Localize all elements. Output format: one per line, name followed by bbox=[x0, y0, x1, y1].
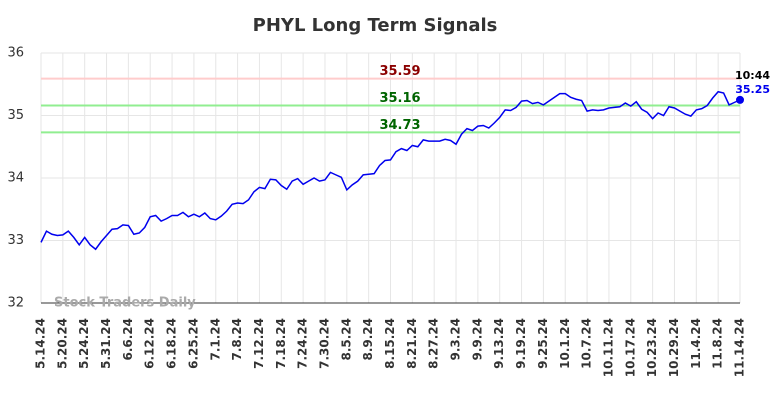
x-tick-label: 8.27.24 bbox=[427, 318, 441, 369]
x-tick-label: 10.29.24 bbox=[667, 318, 681, 377]
x-tick-label: 5.24.24 bbox=[77, 318, 91, 369]
y-tick-label: 36 bbox=[7, 46, 24, 61]
y-tick-label: 32 bbox=[7, 296, 24, 311]
x-tick-label: 9.25.24 bbox=[536, 318, 550, 369]
signal-label: 35.16 bbox=[379, 91, 420, 106]
x-tick-label: 9.13.24 bbox=[492, 318, 506, 369]
y-tick-label: 33 bbox=[7, 233, 24, 248]
x-tick-label: 11.8.24 bbox=[711, 318, 725, 369]
x-tick-label: 11.4.24 bbox=[689, 318, 703, 369]
last-value: 35.25 bbox=[735, 83, 770, 96]
watermark: Stock Traders Daily bbox=[54, 296, 196, 311]
x-tick-label: 7.18.24 bbox=[274, 318, 288, 369]
x-tick-label: 7.1.24 bbox=[208, 318, 222, 361]
last-time: 10:44 bbox=[735, 69, 770, 82]
x-tick-label: 8.15.24 bbox=[383, 318, 397, 369]
x-tick-label: 9.3.24 bbox=[449, 318, 463, 361]
x-tick-label: 10.17.24 bbox=[623, 318, 637, 377]
signal-label: 35.59 bbox=[379, 64, 420, 79]
x-tick-label: 5.14.24 bbox=[34, 318, 48, 369]
x-tick-label: 6.12.24 bbox=[143, 318, 157, 369]
x-tick-label: 9.19.24 bbox=[514, 318, 528, 369]
x-tick-label: 10.7.24 bbox=[580, 318, 594, 369]
x-tick-label: 6.18.24 bbox=[165, 318, 179, 369]
x-tick-label: 8.5.24 bbox=[339, 318, 353, 361]
x-tick-label: 7.30.24 bbox=[317, 318, 331, 369]
chart-title: PHYL Long Term Signals bbox=[253, 15, 498, 36]
x-tick-label: 5.20.24 bbox=[55, 318, 69, 369]
signal-label: 34.73 bbox=[379, 118, 420, 133]
x-tick-label: 7.24.24 bbox=[296, 318, 310, 369]
y-tick-label: 34 bbox=[7, 171, 24, 186]
x-tick-label: 10.11.24 bbox=[601, 318, 615, 377]
x-tick-label: 5.31.24 bbox=[99, 318, 113, 369]
y-tick-label: 35 bbox=[7, 108, 24, 123]
x-tick-label: 8.21.24 bbox=[405, 318, 419, 369]
x-tick-label: 7.8.24 bbox=[230, 318, 244, 361]
x-tick-label: 11.14.24 bbox=[733, 318, 747, 377]
x-tick-label: 10.1.24 bbox=[558, 318, 572, 369]
x-tick-label: 9.9.24 bbox=[470, 318, 484, 361]
x-tick-label: 7.12.24 bbox=[252, 318, 266, 369]
x-tick-label: 8.9.24 bbox=[361, 318, 375, 361]
last-point bbox=[736, 95, 744, 104]
x-tick-label: 6.25.24 bbox=[186, 318, 200, 369]
price-line bbox=[40, 90, 741, 251]
x-tick-label: 6.6.24 bbox=[121, 318, 135, 361]
x-tick-label: 10.23.24 bbox=[645, 318, 659, 377]
